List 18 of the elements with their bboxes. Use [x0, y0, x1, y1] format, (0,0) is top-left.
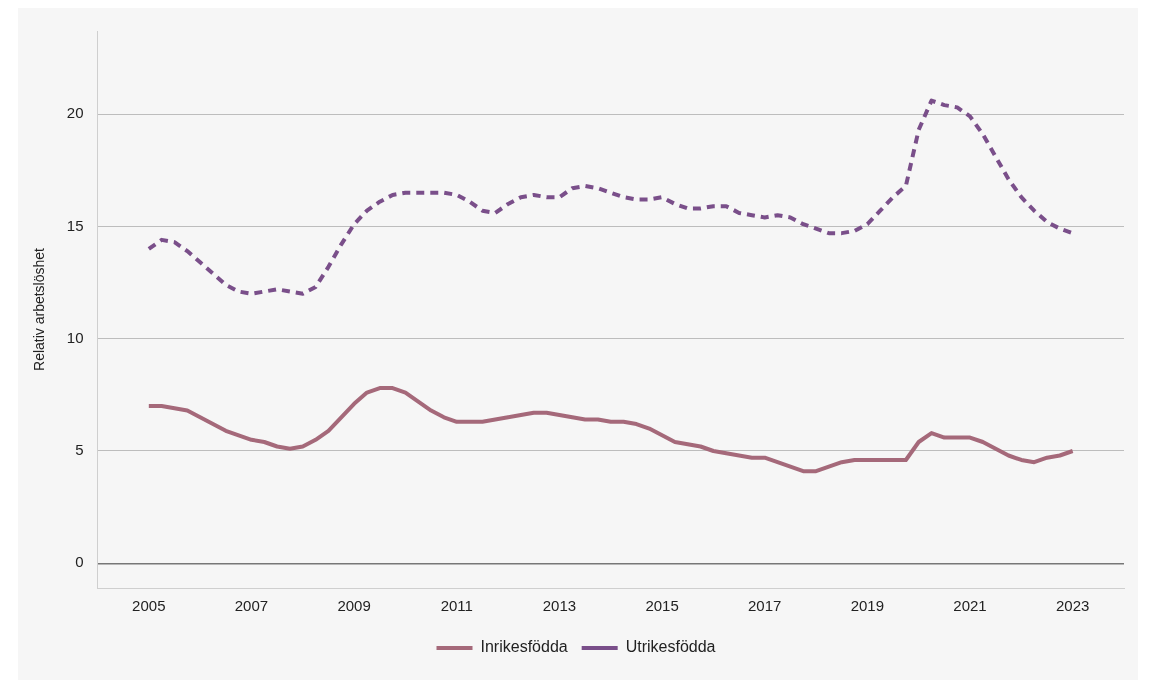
x-tick-label: 2021	[953, 597, 987, 615]
y-axis-title: Relativ arbetslöshet	[31, 247, 48, 371]
legend-label: Utrikesfödda	[625, 638, 716, 656]
x-tick-label: 2023	[1055, 597, 1090, 615]
x-tick-label: 2015	[645, 597, 679, 615]
x-tick-label: 2019	[850, 597, 885, 615]
x-tick-label: 2009	[337, 597, 371, 615]
y-tick-label: 0	[75, 553, 84, 571]
y-tick-label: 20	[66, 104, 84, 122]
legend-label: Inrikesfödda	[480, 638, 568, 656]
x-tick-label: 2013	[542, 597, 577, 615]
x-tick-label: 2005	[132, 597, 166, 615]
y-tick-label: 15	[66, 216, 84, 234]
x-tick-label: 2011	[440, 597, 473, 615]
y-tick-label: 5	[75, 441, 84, 459]
y-tick-label: 10	[66, 328, 84, 346]
x-tick-label: 2007	[234, 597, 269, 615]
x-tick-label: 2017	[748, 597, 782, 615]
